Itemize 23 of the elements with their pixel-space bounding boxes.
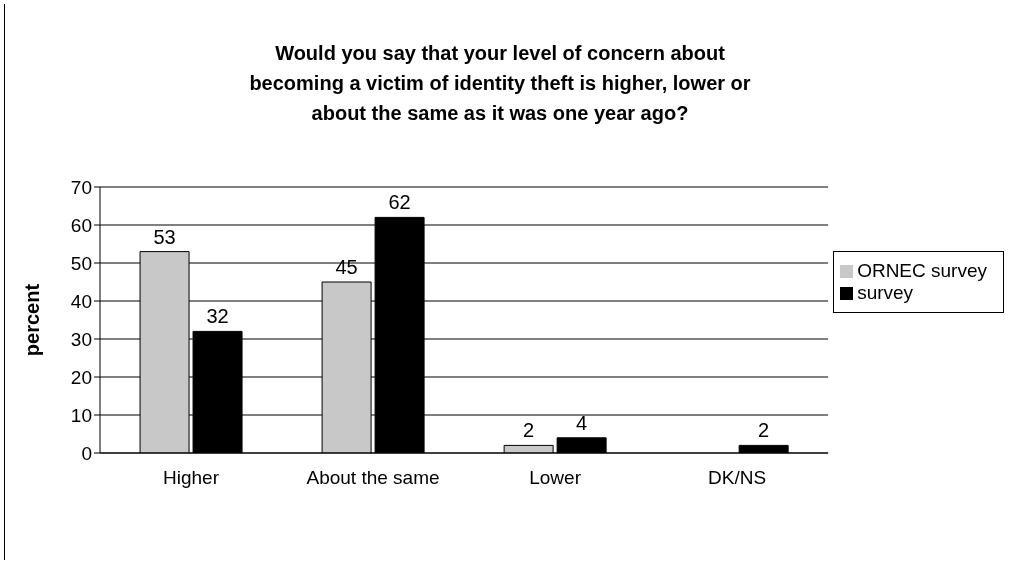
data-label: 32: [206, 305, 229, 328]
data-label: 53: [153, 225, 176, 248]
legend-label: survey: [857, 282, 914, 303]
legend-label: ORNEC survey: [857, 260, 987, 281]
data-label: 4: [576, 411, 588, 434]
data-label: 45: [335, 256, 358, 278]
y-tick-label: 70: [70, 176, 92, 198]
data-label: 2: [523, 419, 535, 442]
y-axis-title: percent: [21, 283, 44, 357]
chart-title: Would you say that your level of concern about becoming a victim of identity theft is higher, lower or about the same as it was one year ago?: [248, 41, 752, 126]
x-tick-label: DK/NS: [708, 467, 767, 489]
y-tick-label: 40: [70, 290, 92, 312]
y-tick-label: 50: [70, 252, 92, 274]
y-tick-label: 0: [81, 442, 92, 464]
x-tick-label: Lower: [529, 467, 582, 489]
x-tick-label: Higher: [163, 467, 220, 489]
y-tick-label: 60: [70, 214, 92, 236]
y-tick-label: 10: [70, 404, 92, 426]
x-tick-label: About the same: [306, 467, 440, 489]
data-label: 2: [758, 419, 770, 442]
data-label: 62: [388, 191, 411, 214]
y-tick-label: 30: [70, 328, 92, 350]
y-tick-label: 20: [70, 366, 92, 388]
